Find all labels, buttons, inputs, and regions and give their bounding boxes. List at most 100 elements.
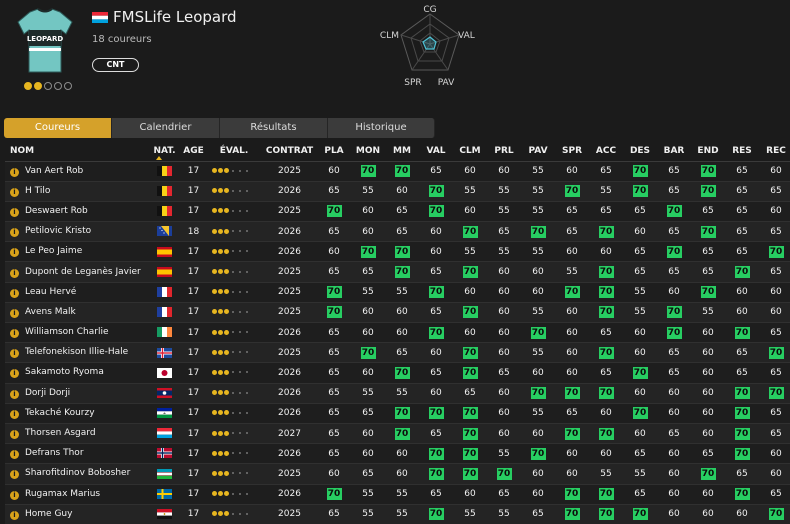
table-row[interactable]: i Dorji Dorji 17 2026 65 55 55 60 65 60 70 70 70 60 60… [5,383,790,404]
stat-des-cell: 70 [623,161,657,182]
column-header-mm[interactable]: MM [385,141,419,162]
table-row[interactable]: i Telefonekison Illie-Hale 17 2025 65 70 65 60 7… [5,342,790,364]
rider-name[interactable]: Sharofitdinov Bobosher [25,468,131,479]
rider-name-cell[interactable]: i Rugamax Marius [5,484,148,505]
column-header-clm[interactable]: CLM [453,141,487,162]
rating-dot-icon [239,452,241,455]
info-icon[interactable]: i [10,510,19,520]
rider-name[interactable]: Home Guy [25,508,73,519]
table-row[interactable]: i Dupont de Leganès Javier 17 2025 65 65 70 65 7… [5,261,790,283]
info-icon[interactable]: i [10,288,19,298]
rider-name-cell[interactable]: i Dorji Dorji [5,383,148,404]
table-row[interactable]: i Williamson Charlie 17 2026 65 60 60 70 60 60 70 6… [5,322,790,344]
table-row[interactable]: i Leau Hervé 17 2025 70 55 55 70 60 60 60 70 70 55 60 7… [5,282,790,303]
info-icon[interactable]: i [10,308,19,318]
rider-name[interactable]: Williamson Charlie [25,327,109,338]
rider-name-cell[interactable]: i Le Peo Jaime [5,241,148,263]
column-header-éval[interactable]: ÉVAL. [206,141,262,162]
column-header-pav[interactable]: PAV [521,141,555,162]
stat-val-cell: 70 [419,403,453,424]
table-row[interactable]: i Tekaché Kourzy 17 2026 65 65 70 70 70 60 55 65 60 7… [5,403,790,424]
info-icon[interactable]: i [10,470,19,480]
table-row[interactable]: i Sharofitdinov Bobosher 17 2025 60 65 60 70 70 7… [5,463,790,485]
rider-name-cell[interactable]: i Williamson Charlie [5,322,148,344]
tab-resultats[interactable]: Résultats [220,118,328,138]
rider-name-cell[interactable]: i Sharofitdinov Bobosher [5,463,148,485]
info-icon[interactable]: i [10,389,19,399]
rider-name[interactable]: Dupont de Leganès Javier [25,266,141,277]
info-icon[interactable]: i [10,329,19,339]
rider-name-cell[interactable]: i Petilovic Kristo [5,221,148,243]
table-row[interactable]: i Defrans Thor 17 2026 65 60 60 70 70 55 70 60 60 65 6… [5,443,790,465]
tab-historique[interactable]: Historique [328,118,435,138]
rider-name[interactable]: Rugamax Marius [25,488,101,499]
column-header-contrat[interactable]: CONTRAT [262,141,317,162]
rider-name[interactable]: Leau Hervé [25,286,77,297]
info-icon[interactable]: i [10,167,19,177]
info-icon[interactable]: i [10,268,19,278]
table-row[interactable]: i Rugamax Marius 17 2026 70 55 55 65 60 65 60 70 70 6… [5,484,790,505]
rider-name[interactable]: Deswaert Rob [25,205,88,216]
info-icon[interactable]: i [10,248,19,258]
info-icon[interactable]: i [10,349,19,359]
rider-name[interactable]: Dorji Dorji [25,387,71,398]
info-icon[interactable]: i [10,430,19,440]
rider-name[interactable]: Telefonekison Illie-Hale [25,347,129,358]
rider-name-cell[interactable]: i Sakamoto Ryoma [5,362,148,384]
column-header-acc[interactable]: ACC [589,141,623,162]
table-row[interactable]: i Thorsen Asgard 17 2027 65 60 70 65 70 60 60 70 70 6… [5,423,790,445]
rider-name-cell[interactable]: i Tekaché Kourzy [5,403,148,424]
column-header-des[interactable]: DES [623,141,657,162]
rider-name-cell[interactable]: i Deswaert Rob [5,201,148,223]
rider-name[interactable]: Van Aert Rob [25,165,84,176]
column-header-rec[interactable]: REC [759,141,790,162]
table-row[interactable]: i Van Aert Rob 17 2025 60 70 70 65 60 60 55 60 65 70 6… [5,161,790,182]
table-row[interactable]: i Sakamoto Ryoma 17 2026 65 60 70 65 70 65 60 60 65 7… [5,362,790,384]
column-header-end[interactable]: END [691,141,725,162]
rider-name-cell[interactable]: i Leau Hervé [5,282,148,303]
rider-name[interactable]: Tekaché Kourzy [25,407,95,418]
rider-name[interactable]: Defrans Thor [25,448,84,459]
info-icon[interactable]: i [10,187,19,197]
nationality-cell [148,342,181,364]
rider-name[interactable]: Petilovic Kristo [25,226,92,237]
rider-name[interactable]: H Tilo [25,185,51,196]
rider-name-cell[interactable]: i Dupont de Leganès Javier [5,261,148,283]
info-icon[interactable]: i [10,228,19,238]
table-row[interactable]: i Petilovic Kristo 18 2026 65 60 65 60 70 65 70 65 7… [5,221,790,243]
table-row[interactable]: i Deswaert Rob 17 2025 70 60 65 70 60 55 55 65 65 65 7… [5,201,790,223]
column-header-nat[interactable]: NAT. [148,141,181,162]
rider-name-cell[interactable]: i H Tilo [5,181,148,202]
stat-highlight: 70 [428,447,444,460]
column-header-nom[interactable]: NOM [5,141,148,162]
info-icon[interactable]: i [10,207,19,217]
info-icon[interactable]: i [10,369,19,379]
rider-name[interactable]: Le Peo Jaime [25,246,83,257]
rider-name-cell[interactable]: i Van Aert Rob [5,161,148,182]
info-icon[interactable]: i [10,409,19,419]
column-header-age[interactable]: AGE [181,141,206,162]
rider-name-cell[interactable]: i Telefonekison Illie-Hale [5,342,148,364]
table-row[interactable]: i Le Peo Jaime 17 2026 60 70 70 60 55 55 55 60 60 65 7… [5,241,790,263]
rider-name-cell[interactable]: i Home Guy [5,504,148,524]
column-header-prl[interactable]: PRL [487,141,521,162]
tab-calendrier[interactable]: Calendrier [112,118,220,138]
column-header-res[interactable]: RES [725,141,759,162]
column-header-val[interactable]: VAL [419,141,453,162]
column-header-pla[interactable]: PLA [317,141,351,162]
rider-name-cell[interactable]: i Thorsen Asgard [5,423,148,445]
column-header-bar[interactable]: BAR [657,141,691,162]
rider-name[interactable]: Thorsen Asgard [25,428,96,439]
info-icon[interactable]: i [10,490,19,500]
info-icon[interactable]: i [10,450,19,460]
column-header-spr[interactable]: SPR [555,141,589,162]
rider-name-cell[interactable]: i Avens Malk [5,302,148,324]
table-row[interactable]: i Avens Malk 17 2025 70 60 60 65 70 60 55 60 70 55 70 5… [5,302,790,324]
column-header-mon[interactable]: MON [351,141,385,162]
tab-coureurs[interactable]: Coureurs [4,118,112,138]
rider-name[interactable]: Sakamoto Ryoma [25,367,104,378]
rider-name[interactable]: Avens Malk [25,306,76,317]
rider-name-cell[interactable]: i Defrans Thor [5,443,148,465]
table-row[interactable]: i Home Guy 17 2025 65 55 55 70 55 55 65 70 70 70 60 60 6… [5,504,790,524]
